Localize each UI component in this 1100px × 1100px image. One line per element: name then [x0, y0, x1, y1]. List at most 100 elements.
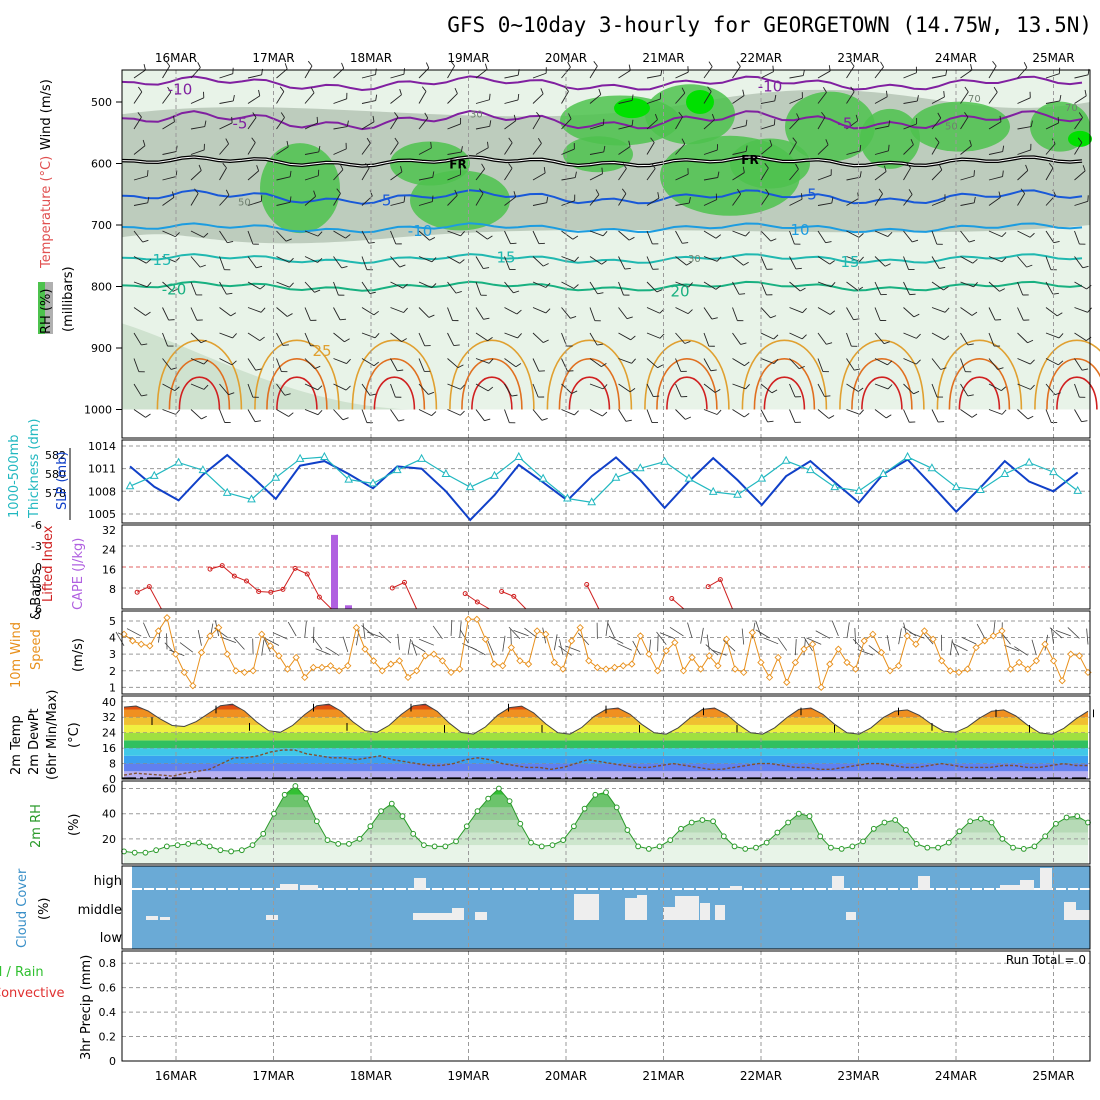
- wind-barb: [789, 281, 801, 292]
- rh-patch: [410, 170, 510, 231]
- wind10m-barb: [304, 621, 307, 638]
- wind-barb-feather: [717, 171, 720, 178]
- wind10m-marker: [705, 652, 713, 660]
- wind-barb: [475, 409, 485, 421]
- wind-barb: [475, 147, 489, 155]
- wind-barb-feather: [801, 193, 803, 200]
- wind10m-barb: [315, 648, 331, 656]
- wind-barb: [732, 256, 744, 266]
- rh2m-marker: [988, 819, 995, 826]
- wind-barb-feather: [686, 261, 692, 266]
- wind-barb: [361, 358, 375, 367]
- wind-barb-feather: [173, 115, 175, 122]
- wind-barb: [589, 124, 604, 130]
- cloud-high-slice: [168, 888, 178, 890]
- wind-barb: [361, 307, 375, 316]
- wind-barb: [561, 200, 575, 206]
- wind-barb: [589, 230, 604, 237]
- wind-barb-feather: [513, 191, 517, 198]
- rh2m-marker: [271, 810, 277, 817]
- wind-barb-feather: [1084, 89, 1087, 96]
- wind-barb-feather: [685, 416, 692, 420]
- label-wind-unit: (m/s): [71, 638, 86, 672]
- wind10m-barb: [312, 636, 323, 650]
- wind-barb-feather: [517, 93, 520, 101]
- wind-frame: [121, 610, 1091, 695]
- wind-barb-feather: [1058, 333, 1064, 339]
- rh-contour-label: 30: [470, 109, 483, 120]
- wind-barb: [846, 198, 859, 206]
- wind10m-barb: [1004, 644, 1020, 652]
- rh2m-marker: [367, 823, 374, 830]
- rh2m-marker: [892, 817, 899, 823]
- thickness-marker: [854, 485, 864, 494]
- wind10m-marker: [524, 660, 533, 668]
- wind-barb: [589, 281, 598, 295]
- wind10m-barb: [976, 623, 986, 639]
- rh2m-marker: [217, 847, 224, 854]
- wind-barb: [219, 307, 231, 317]
- wind-barb: [1045, 230, 1055, 243]
- wind-barb: [418, 201, 433, 206]
- thickness-marker: [976, 484, 985, 493]
- wind-barb-feather: [508, 137, 513, 144]
- wind-barb: [133, 175, 148, 181]
- rh-patch: [785, 91, 875, 162]
- temp-grid: [122, 696, 1090, 779]
- wind-barb: [1074, 117, 1083, 130]
- cloud-high-slice: [864, 888, 874, 890]
- isotherm-label: -10: [758, 78, 783, 96]
- wind-barb-feather: [887, 360, 893, 366]
- cloud-middle-block: [1076, 910, 1090, 920]
- wind-barb-feather: [541, 417, 548, 421]
- wind10m-barb: [1049, 627, 1063, 639]
- wind-barb-feather: [137, 112, 142, 118]
- wind-barb-feather: [772, 65, 774, 72]
- cloud-high-slice: [396, 888, 406, 890]
- wind-barb-feather: [282, 344, 289, 346]
- wind-barb-feather: [602, 384, 608, 390]
- wind-barb: [532, 116, 541, 130]
- wind-barb-feather: [341, 62, 345, 69]
- wind-barb-feather: [450, 60, 455, 67]
- wind-barb: [675, 173, 689, 181]
- wind-barb-feather: [145, 311, 151, 316]
- wind-barb: [219, 358, 233, 366]
- wind-barb: [561, 281, 575, 289]
- wind-barb: [703, 230, 717, 239]
- wind-barb-feather: [969, 139, 972, 146]
- wind-barb-feather: [399, 264, 406, 268]
- wind-barb: [789, 256, 797, 270]
- wind-barb-feather: [289, 196, 292, 203]
- rh2m-marker: [688, 819, 695, 826]
- wind-barb: [219, 100, 234, 104]
- wind-barb: [675, 409, 686, 420]
- rh2m-marker: [238, 847, 245, 854]
- wind10m-marker: [421, 652, 429, 660]
- slp-thickness-panel: 1014 1011 1008 1005 582 580 578: [45, 439, 1091, 524]
- wind10m-marker: [197, 648, 206, 657]
- wind-barb: [646, 358, 658, 369]
- cloud-high-slice: [708, 888, 718, 890]
- wind10m-marker: [215, 623, 223, 632]
- wind-barb-feather: [603, 145, 606, 152]
- wind-barb: [618, 100, 633, 104]
- rh2m-marker: [313, 818, 320, 825]
- rh-patch: [563, 136, 633, 173]
- wind-barb: [361, 230, 370, 244]
- wind-barb: [732, 307, 738, 321]
- wind-barb: [988, 197, 1001, 206]
- wind-barb-feather: [659, 333, 665, 339]
- wind-barb: [646, 119, 658, 130]
- wind-barb-feather: [232, 94, 235, 102]
- rh2m-marker: [538, 843, 545, 850]
- wind-barb-feather: [142, 139, 146, 146]
- wind10m-barb: [220, 636, 237, 644]
- wind-barb: [447, 93, 458, 104]
- rh2m-marker: [442, 843, 449, 850]
- rh2m-tick-label: 60: [102, 783, 116, 796]
- wind-barb-feather: [287, 313, 293, 317]
- wind10m-barb: [272, 632, 288, 640]
- wind-barb: [276, 281, 290, 288]
